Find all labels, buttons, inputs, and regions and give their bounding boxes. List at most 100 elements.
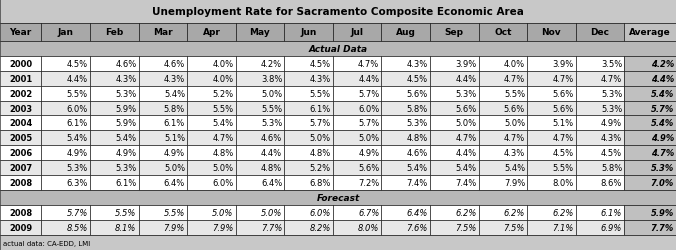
Bar	[236, 24, 284, 42]
Text: 3.5%: 3.5%	[601, 60, 622, 68]
Text: 7.7%: 7.7%	[261, 223, 282, 232]
Bar	[41, 71, 90, 86]
Text: 7.9%: 7.9%	[212, 223, 234, 232]
Bar	[576, 71, 624, 86]
Bar	[430, 205, 479, 220]
Text: 7.5%: 7.5%	[455, 223, 477, 232]
Bar	[624, 56, 676, 71]
Text: Unemployment Rate for Sacramento Composite Economic Area: Unemployment Rate for Sacramento Composi…	[152, 7, 524, 17]
Text: 4.7%: 4.7%	[504, 74, 525, 83]
Text: 5.3%: 5.3%	[601, 89, 622, 98]
Bar	[576, 86, 624, 101]
Bar	[479, 161, 527, 176]
Bar	[576, 176, 624, 190]
Text: 6.1%: 6.1%	[67, 119, 88, 128]
Bar	[381, 131, 430, 146]
Bar	[430, 131, 479, 146]
Bar	[381, 205, 430, 220]
Text: 4.4%: 4.4%	[358, 74, 379, 83]
Bar	[430, 71, 479, 86]
Text: 5.6%: 5.6%	[455, 104, 477, 113]
Text: 6.8%: 6.8%	[310, 178, 331, 188]
Text: 5.7%: 5.7%	[66, 208, 88, 217]
Bar	[479, 71, 527, 86]
Bar	[333, 131, 381, 146]
Text: 6.1%: 6.1%	[601, 208, 622, 217]
Bar	[0, 205, 41, 220]
Text: 2004: 2004	[9, 119, 32, 128]
Text: 6.0%: 6.0%	[67, 104, 88, 113]
Bar	[430, 116, 479, 131]
Bar	[90, 71, 139, 86]
Text: 4.6%: 4.6%	[116, 60, 137, 68]
Bar	[0, 190, 676, 205]
Bar	[576, 146, 624, 161]
Bar	[527, 131, 576, 146]
Bar	[527, 86, 576, 101]
Bar	[90, 131, 139, 146]
Bar	[624, 220, 676, 235]
Text: 4.7%: 4.7%	[651, 149, 674, 158]
Bar	[139, 131, 187, 146]
Text: 5.0%: 5.0%	[358, 134, 379, 143]
Text: 8.2%: 8.2%	[310, 223, 331, 232]
Bar	[284, 176, 333, 190]
Bar	[139, 146, 187, 161]
Bar	[576, 56, 624, 71]
Text: 3.9%: 3.9%	[552, 60, 574, 68]
Text: 7.5%: 7.5%	[504, 223, 525, 232]
Text: 6.0%: 6.0%	[310, 208, 331, 217]
Text: 4.8%: 4.8%	[212, 149, 234, 158]
Text: 7.0%: 7.0%	[651, 178, 674, 188]
Text: 8.0%: 8.0%	[358, 223, 379, 232]
Text: 4.5%: 4.5%	[407, 74, 428, 83]
Text: 5.0%: 5.0%	[504, 119, 525, 128]
Text: 6.2%: 6.2%	[552, 208, 574, 217]
Text: 5.5%: 5.5%	[212, 104, 234, 113]
Bar	[333, 24, 381, 42]
Bar	[430, 86, 479, 101]
Text: 6.1%: 6.1%	[116, 178, 137, 188]
Bar	[90, 176, 139, 190]
Text: 6.4%: 6.4%	[406, 208, 428, 217]
Text: Apr: Apr	[202, 28, 220, 37]
Text: 4.5%: 4.5%	[601, 149, 622, 158]
Text: 5.8%: 5.8%	[601, 164, 622, 172]
Bar	[624, 101, 676, 116]
Text: 5.3%: 5.3%	[651, 164, 674, 172]
Bar	[0, 71, 41, 86]
Text: 4.6%: 4.6%	[164, 60, 185, 68]
Bar	[284, 161, 333, 176]
Bar	[236, 71, 284, 86]
Bar	[0, 42, 676, 56]
Text: 4.4%: 4.4%	[261, 149, 282, 158]
Bar	[479, 86, 527, 101]
Bar	[381, 161, 430, 176]
Bar	[236, 131, 284, 146]
Bar	[90, 101, 139, 116]
Text: 4.3%: 4.3%	[601, 134, 622, 143]
Bar	[624, 205, 676, 220]
Text: 5.1%: 5.1%	[164, 134, 185, 143]
Bar	[333, 86, 381, 101]
Bar	[430, 101, 479, 116]
Bar	[187, 24, 236, 42]
Text: 5.3%: 5.3%	[116, 89, 137, 98]
Text: 2003: 2003	[9, 104, 32, 113]
Text: 5.0%: 5.0%	[310, 134, 331, 143]
Bar	[527, 71, 576, 86]
Bar	[624, 116, 676, 131]
Text: 2001: 2001	[9, 74, 32, 83]
Text: Jan: Jan	[57, 28, 74, 37]
Text: 4.6%: 4.6%	[407, 149, 428, 158]
Bar	[284, 220, 333, 235]
Text: 4.7%: 4.7%	[552, 74, 574, 83]
Bar	[527, 101, 576, 116]
Bar	[41, 146, 90, 161]
Bar	[236, 220, 284, 235]
Text: 5.9%: 5.9%	[651, 208, 674, 217]
Bar	[333, 176, 381, 190]
Bar	[381, 71, 430, 86]
Text: Aug: Aug	[395, 28, 416, 37]
Text: 5.4%: 5.4%	[67, 134, 88, 143]
